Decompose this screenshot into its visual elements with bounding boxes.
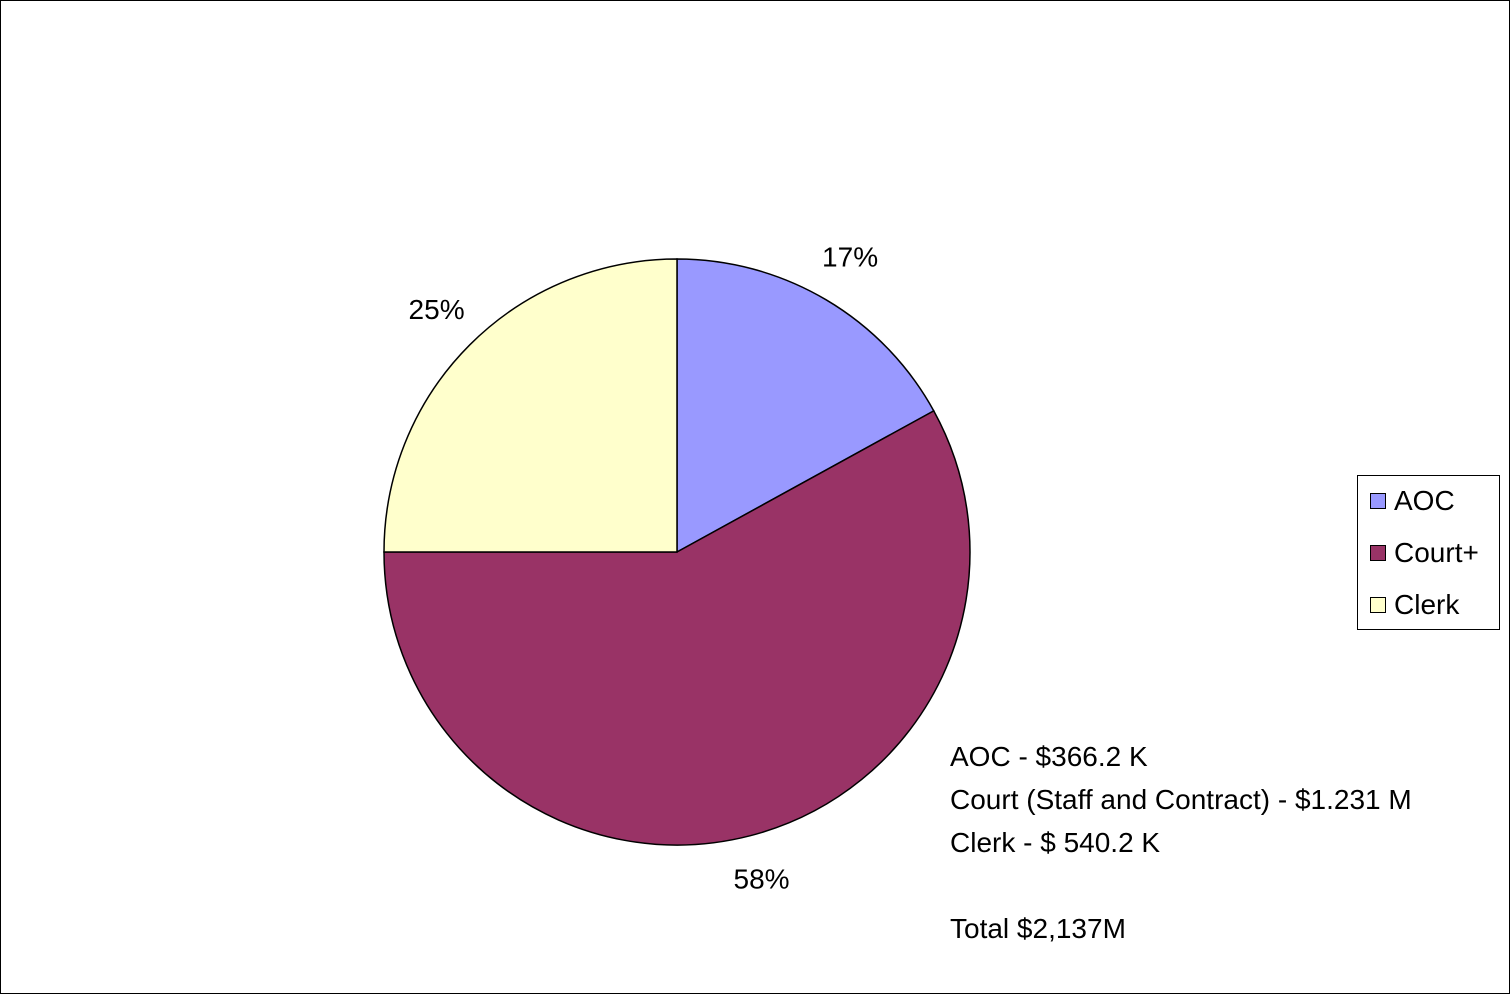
pie-label-clerk: 25% xyxy=(409,294,465,325)
note-aoc: AOC - $366.2 K xyxy=(950,741,1148,772)
note-clerk: Clerk - $ 540.2 K xyxy=(950,827,1161,858)
chart-legend: AOC Court+ Clerk xyxy=(1357,475,1500,630)
legend-swatch-aoc xyxy=(1370,493,1386,509)
legend-entry-court: Court+ xyxy=(1370,536,1479,570)
pie-slice-court xyxy=(383,409,971,846)
pie-label-court: 58% xyxy=(734,864,790,895)
pie-label-aoc: 17% xyxy=(822,242,878,273)
legend-label-court: Court+ xyxy=(1394,537,1479,568)
cost-notes: AOC - $366.2 K Court (Staff and Contract… xyxy=(950,735,1412,950)
legend-swatch-court xyxy=(1370,545,1386,561)
note-court: Court (Staff and Contract) - $1.231 M xyxy=(950,784,1412,815)
legend-entry-aoc: AOC xyxy=(1370,484,1455,518)
legend-entry-clerk: Clerk xyxy=(1370,588,1459,622)
legend-label-clerk: Clerk xyxy=(1394,589,1460,620)
legend-label-aoc: AOC xyxy=(1394,485,1455,516)
pie-slice-aoc xyxy=(676,258,935,554)
note-total: Total $2,137M xyxy=(950,913,1126,944)
pie-slice-clerk xyxy=(383,258,678,553)
legend-swatch-clerk xyxy=(1370,597,1386,613)
